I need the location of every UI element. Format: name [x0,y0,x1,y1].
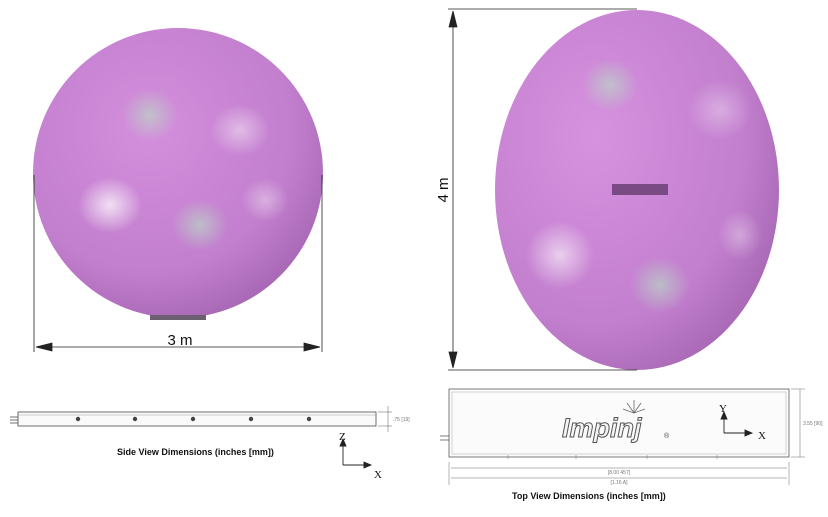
side-view-caption: Side View Dimensions (inches [mm]) [117,447,274,457]
side-view-height-dim: .75 [19] [393,417,410,423]
top-axis-y-label: Y [719,403,727,415]
side-axis-z-label: Z [339,431,346,443]
ellipsoid-height-dimension [448,8,637,371]
top-view-width-dim-outer: [1.16 A] [611,480,629,486]
top-view-axes [720,410,754,437]
top-view-height-dim: 3.55 [90] [803,421,823,427]
sphere-width-dimension [33,175,323,352]
side-view-reader [10,406,392,432]
ellipsoid-height-label: 4 m [435,177,452,202]
top-axis-x-label: X [758,430,766,442]
top-view-reader [440,388,805,485]
side-axis-x-label: X [374,469,382,481]
ellipsoid-balloon [495,10,779,370]
sphere-width-label: 3 m [167,332,192,349]
impinj-logo: Impinj ® [562,400,670,444]
sphere-balloon [33,28,323,320]
top-view-width-dim-inner: [8.00 457] [608,470,631,476]
logo-registered-mark: ® [664,432,670,440]
logo-starburst-icon [622,400,646,414]
sphere-base-tag [150,315,206,320]
device-tag [612,184,668,195]
side-view-axes [339,437,373,469]
logo-text: Impinj [562,413,642,443]
top-view-caption: Top View Dimensions (inches [mm]) [512,491,666,501]
